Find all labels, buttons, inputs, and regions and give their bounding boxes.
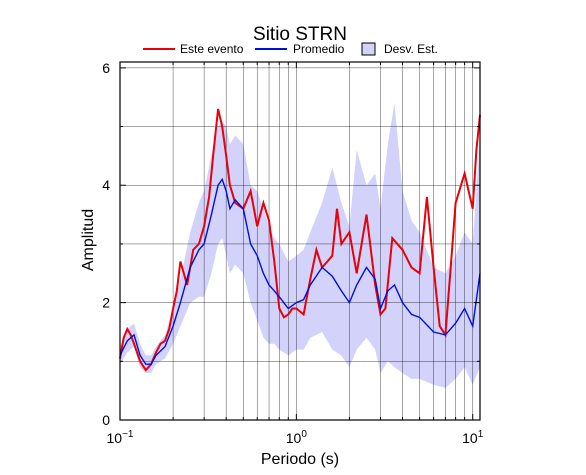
chart-title: Sitio STRN xyxy=(253,24,347,45)
legend-swatch xyxy=(361,42,376,56)
x-tick-label: 101 xyxy=(462,429,484,446)
x-tick-label: 100 xyxy=(286,429,308,446)
axes: 0 2 4 6 10−1 100 101 xyxy=(102,60,484,446)
y-tick-label: 0 xyxy=(102,412,110,428)
y-axis-label: Amplitud xyxy=(80,209,97,271)
y-tick-label: 2 xyxy=(102,295,110,311)
y-tick-label: 6 xyxy=(102,60,110,76)
legend-label: Promedio xyxy=(293,42,345,56)
legend-label: Este evento xyxy=(180,42,244,56)
series-line-promedio xyxy=(119,177,481,365)
legend: Este evento Promedio Desv. Est. xyxy=(143,42,438,56)
x-axis-label: Periodo (s) xyxy=(261,451,339,468)
legend-label: Desv. Est. xyxy=(384,42,438,56)
x-tick-label: 10−1 xyxy=(107,429,134,446)
std-band xyxy=(120,103,480,388)
plot-area: 0 2 4 6 10−1 100 101 xyxy=(102,60,484,446)
grid xyxy=(119,62,480,420)
plot-frame xyxy=(119,61,481,421)
series-line-este-evento xyxy=(119,108,481,372)
y-tick-label: 4 xyxy=(102,177,110,193)
